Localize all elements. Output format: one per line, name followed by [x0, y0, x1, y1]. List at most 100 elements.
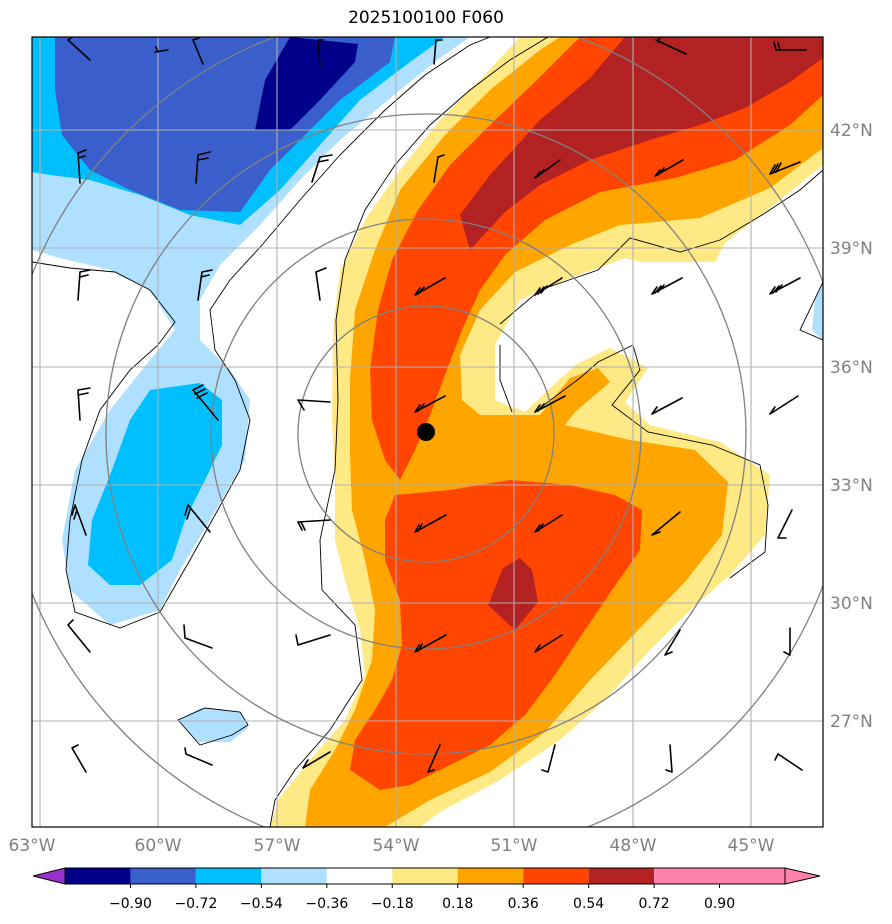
colorbar-bin — [130, 868, 196, 884]
wind-barb — [67, 619, 91, 653]
lat-label-39n: 39°N — [830, 239, 873, 259]
zero-contour-east — [499, 169, 823, 579]
colorbar-bin — [261, 868, 327, 884]
wind-barb — [184, 504, 211, 533]
lon-label-45w: 45°W — [728, 836, 775, 856]
pos-072-region-south — [488, 558, 538, 630]
wind-barb — [414, 395, 446, 413]
zero-contours — [32, 37, 823, 827]
colorbar-label: 0.18 — [442, 896, 473, 912]
wind-barb — [414, 514, 447, 533]
wind-barb — [154, 46, 169, 53]
wind-barb — [77, 387, 91, 421]
wind-barb — [534, 395, 566, 413]
colorbar-label: −0.72 — [174, 896, 217, 912]
colorbar-bin — [195, 868, 262, 884]
colorbar-label: 0.54 — [573, 896, 604, 912]
range-ring-1 — [297, 305, 555, 563]
lon-label-48w: 48°W — [610, 836, 657, 856]
colorbar-label: −0.18 — [371, 896, 414, 912]
lon-label-57w: 57°W — [254, 836, 301, 856]
wind-barb — [67, 37, 91, 61]
wind-barb — [783, 627, 791, 656]
wind-barb — [295, 634, 331, 646]
lat-label-42n: 42°N — [830, 121, 873, 141]
lon-label-51w: 51°W — [491, 836, 538, 856]
wind-barb — [769, 277, 801, 295]
range-ring-3 — [105, 113, 747, 755]
wind-barb — [192, 384, 219, 421]
wind-barb — [665, 744, 673, 773]
colorbar: −0.90 −0.72 −0.54 −0.36 −0.18 0.18 0.36 0.54 0.7… — [32, 867, 821, 912]
colorbar-bin — [326, 868, 393, 884]
wind-barb — [297, 399, 331, 411]
zero-contour-center — [269, 37, 549, 827]
wind-barb — [777, 509, 793, 539]
wind-barb — [195, 151, 211, 184]
colorbar-label: 0.36 — [508, 896, 539, 912]
wind-barb — [192, 37, 204, 65]
wind-barb — [414, 634, 447, 653]
wind-barb — [774, 753, 803, 771]
positive-shading — [270, 37, 823, 827]
wind-barb — [654, 159, 684, 177]
longitude-axis: 63°W 60°W 57°W 54°W 51°W 48°W 45°W — [9, 836, 775, 856]
lon-label-60w: 60°W — [135, 836, 182, 856]
colorbar-bin — [523, 868, 589, 884]
lon-label-63w: 63°W — [9, 836, 56, 856]
lat-label-27n: 27°N — [830, 712, 873, 732]
lon-label-54w: 54°W — [373, 836, 420, 856]
neg-036-region-south — [88, 383, 222, 585]
colorbar-label: 0.72 — [639, 896, 670, 912]
wind-barb — [297, 519, 331, 531]
wind-barb — [651, 511, 681, 536]
colorbar-bin — [65, 868, 131, 884]
wind-barb — [534, 159, 561, 179]
map-frame — [31, 36, 824, 828]
pos-054-region-north — [370, 37, 823, 480]
wind-barb — [311, 154, 333, 183]
plot-title: 2025100100 F060 — [348, 8, 504, 28]
colorbar-under-arrow — [32, 867, 66, 885]
wind-barb — [534, 277, 563, 296]
colorbar-bin — [719, 868, 785, 884]
wind-barb — [315, 267, 327, 301]
range-ring-2 — [210, 218, 642, 650]
colorbar-bin — [392, 868, 458, 884]
colorbar-bin — [654, 868, 720, 884]
latitude-axis: 42°N 39°N 36°N 33°N 30°N 27°N — [830, 121, 873, 732]
lat-label-30n: 30°N — [830, 594, 873, 614]
wind-barb — [655, 37, 687, 55]
lat-label-36n: 36°N — [830, 358, 873, 378]
colorbar-frame — [64, 867, 786, 885]
negative-shading — [32, 37, 823, 742]
wind-barb — [414, 277, 446, 296]
wind-barb — [77, 149, 87, 184]
map-panel — [32, 37, 823, 827]
neg-072-region — [255, 37, 358, 130]
pos-072-region-north — [460, 37, 823, 250]
zero-contour-west — [32, 37, 491, 629]
lat-label-33n: 33°N — [830, 476, 873, 496]
wind-barb — [433, 39, 443, 65]
colorbar-label: −0.54 — [240, 896, 283, 912]
neg-018-blob-east — [812, 282, 823, 340]
wind-barb — [433, 154, 445, 183]
wind-barbs — [67, 37, 807, 773]
colorbar-bin — [588, 868, 655, 884]
range-rings — [32, 37, 823, 827]
wind-barb — [71, 504, 87, 536]
wind-barb — [317, 39, 324, 67]
wind-barb — [769, 395, 799, 415]
wind-barb — [183, 624, 213, 649]
wind-barb — [769, 161, 801, 175]
colorbar-label: −0.36 — [305, 896, 348, 912]
pos-054-region-south — [350, 480, 642, 790]
wind-barb — [651, 397, 683, 415]
colorbar-label: 0.90 — [704, 896, 735, 912]
wind-barb — [197, 269, 213, 301]
graticule — [32, 37, 823, 827]
wind-barb — [534, 634, 563, 653]
wind-barb — [302, 751, 331, 769]
